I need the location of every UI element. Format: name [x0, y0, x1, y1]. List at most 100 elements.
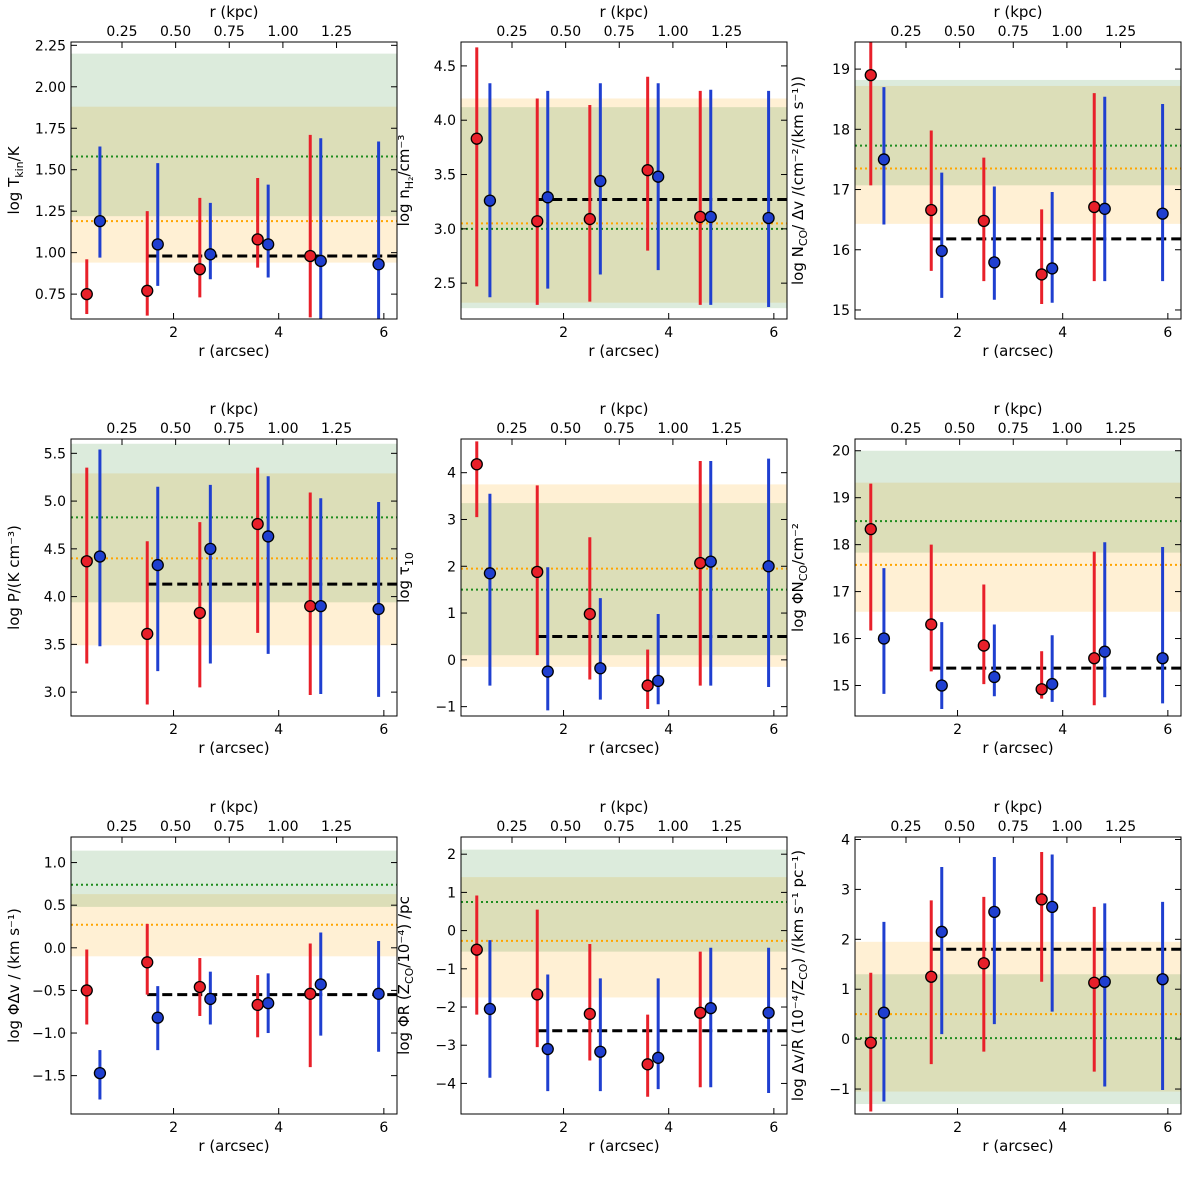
- red-point-3: [193, 980, 206, 994]
- top-x-tick-label: 1.25: [1105, 819, 1136, 835]
- blue-point-6: [372, 258, 385, 271]
- y-tick-label: 2.00: [35, 80, 66, 96]
- y-axis-title: log P/(K cm⁻³): [5, 525, 23, 630]
- plot-frame: [70, 41, 398, 320]
- top-x-axis-title: r (kpc): [993, 798, 1042, 816]
- blue-point-4: [652, 1051, 665, 1064]
- x-tick-label: 4: [664, 325, 673, 341]
- top-x-tick-label: 0.75: [214, 24, 245, 40]
- blue-point-6: [1156, 973, 1169, 986]
- y-tick-label: −0.5: [32, 983, 66, 999]
- y-tick-label: 19: [832, 62, 850, 78]
- panel-6: 15 16 17 18 19 20 2 4 6 0.25 0.50 0.75 1.00 1.25 r (ar…: [789, 400, 1182, 757]
- red-point-4: [641, 1058, 654, 1071]
- blue-point-5: [1098, 645, 1111, 658]
- top-x-tick-label: 0.25: [890, 819, 921, 835]
- y-tick-label: 16: [832, 632, 850, 648]
- red-point-1: [80, 555, 93, 568]
- top-x-tick-label: 0.50: [550, 421, 581, 437]
- green-range-band: [461, 849, 787, 952]
- blue-point-3: [988, 256, 1001, 269]
- x-axis-title: r (arcsec): [198, 739, 269, 757]
- y-axis-title: log τ10: [395, 552, 416, 603]
- y-tick-label: 3.0: [44, 685, 66, 701]
- y-axis-title-post: /cm⁻³: [395, 135, 413, 177]
- y-axis-title-main: log τ: [395, 566, 413, 603]
- panel-7: −1.5 −1.0 −0.5 0.0 0.5 1.0 2 4 6 0.25 0.50 0.75 1.00…: [5, 798, 398, 1155]
- x-tick-label: 2: [169, 325, 178, 341]
- y-tick-label: 1.75: [35, 121, 66, 137]
- y-axis-title-post: /cm⁻²: [789, 523, 807, 565]
- blue-point-1: [877, 632, 891, 645]
- y-axis-title: log ΦΔv / (km s⁻¹): [5, 908, 23, 1043]
- x-tick-label: 6: [769, 1120, 778, 1136]
- y-tick-label: 15: [832, 678, 850, 694]
- top-x-tick-label: 1.00: [1051, 421, 1082, 437]
- x-tick-label: 6: [1163, 325, 1172, 341]
- x-tick-label: 2: [559, 325, 568, 341]
- blue-point-3: [204, 542, 217, 555]
- red-point-1: [80, 287, 93, 301]
- y-tick-label: 3.5: [44, 637, 66, 653]
- red-point-2: [531, 215, 544, 228]
- top-x-tick-label: 1.00: [267, 421, 298, 437]
- red-point-3: [977, 957, 990, 970]
- blue-point-1: [877, 1006, 891, 1019]
- plot-area: [71, 53, 397, 319]
- red-point-2: [925, 970, 938, 983]
- y-tick-label: −1: [435, 700, 456, 716]
- y-tick-label: 2.25: [35, 38, 66, 54]
- red-point-5: [304, 987, 317, 1000]
- x-tick-label: 4: [274, 722, 283, 738]
- panel-5: −1 0 1 2 3 4 2 4 6 0.25 0.50 0.75 1.00 1.25 r (arcsec)…: [395, 400, 788, 757]
- red-point-1: [864, 522, 877, 536]
- red-point-1: [470, 458, 483, 471]
- x-tick-label: 6: [379, 1120, 388, 1136]
- top-x-tick-label: 0.25: [496, 421, 527, 437]
- blue-point-2: [935, 925, 948, 938]
- top-x-tick-label: 1.25: [711, 421, 742, 437]
- top-x-axis-title: r (kpc): [993, 3, 1042, 21]
- plot-area: [71, 443, 397, 705]
- top-x-tick-label: 1.25: [711, 24, 742, 40]
- top-x-tick-label: 0.75: [604, 819, 635, 835]
- blue-point-6: [1156, 652, 1169, 665]
- top-x-tick-label: 0.25: [496, 819, 527, 835]
- top-x-tick-label: 1.00: [267, 819, 298, 835]
- y-tick-label: 3: [841, 882, 850, 898]
- red-point-1: [470, 943, 483, 956]
- red-point-2: [531, 565, 544, 579]
- red-point-2: [141, 627, 154, 641]
- red-point-3: [583, 212, 596, 226]
- red-point-4: [251, 233, 264, 246]
- blue-point-6: [762, 1006, 775, 1019]
- top-x-tick-label: 1.25: [321, 819, 352, 835]
- blue-point-5: [704, 210, 717, 224]
- y-axis-title-sub: CO: [403, 967, 416, 984]
- blue-point-1: [483, 194, 497, 207]
- y-tick-label: 2.5: [434, 276, 456, 292]
- top-x-tick-label: 1.00: [657, 421, 688, 437]
- top-x-tick-label: 0.75: [604, 24, 635, 40]
- y-tick-label: −3: [435, 1038, 456, 1054]
- y-axis-title-sub: CO: [797, 963, 810, 980]
- red-point-4: [641, 164, 654, 177]
- y-tick-label: 1: [447, 885, 456, 901]
- y-axis-title-main: log T: [5, 177, 23, 215]
- orange-range-band: [855, 941, 1181, 1092]
- blue-point-2: [151, 1011, 164, 1024]
- y-tick-label: 17: [832, 585, 850, 601]
- blue-point-3: [204, 992, 217, 1006]
- red-point-4: [1035, 893, 1048, 906]
- x-tick-label: 6: [379, 325, 388, 341]
- orange-range-band: [855, 85, 1181, 224]
- blue-point-3: [594, 662, 607, 675]
- top-x-tick-label: 0.75: [604, 421, 635, 437]
- y-axis-title-part: ) /(km s⁻¹ pc⁻¹): [789, 850, 807, 964]
- y-tick-label: 19: [832, 491, 850, 507]
- blue-point-6: [762, 560, 775, 573]
- x-axis-title: r (arcsec): [982, 1137, 1053, 1155]
- red-point-5: [1088, 976, 1101, 989]
- blue-point-2: [541, 191, 554, 204]
- y-axis-title-main: log ΦΔv / (km s: [5, 928, 23, 1043]
